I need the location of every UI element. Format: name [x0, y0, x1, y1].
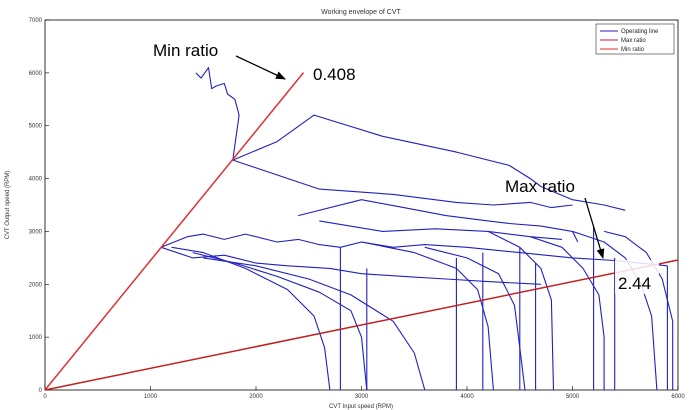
y-tick-label: 2000: [29, 282, 43, 288]
x-tick-label: 0: [43, 394, 47, 400]
legend-label-min-ratio: Min ratio: [621, 47, 645, 53]
y-tick-label: 1000: [29, 335, 43, 341]
x-axis-label: CVT Input speed (RPM): [329, 404, 393, 410]
series-group: [44, 67, 679, 391]
series-max-ratio-line: [44, 259, 679, 391]
annotation-max-ratio-value-bg: [615, 260, 659, 294]
y-ticks: 0 1000 2000 3000 4000 5000 6000 7000: [29, 18, 49, 394]
x-tick-label: 1000: [144, 394, 158, 400]
series-operating-line-segment: [424, 246, 526, 391]
annotations: Min ratio 0.408 Max ratio 2.44: [153, 41, 659, 294]
y-tick-label: 4000: [29, 177, 43, 183]
y-tick-label: 6000: [29, 71, 43, 77]
y-tick-label: 3000: [29, 229, 43, 235]
y-tick-label: 0: [39, 388, 43, 394]
series-min-ratio-line: [44, 72, 305, 391]
annotation-min-ratio-value: 0.408: [313, 65, 356, 84]
series-operating-line-segment: [171, 246, 331, 391]
series-operating-line-segment: [487, 230, 555, 391]
arrow-max-ratio: [584, 197, 605, 259]
series-operating-line-segment: [195, 67, 626, 211]
series-operating-line-segment: [361, 241, 494, 391]
y-tick-label: 7000: [29, 18, 43, 24]
chart-title: Working envelope of CVT: [321, 9, 401, 16]
series-operating-line-segment: [319, 220, 563, 240]
legend-label-max-ratio: Max ratio: [621, 38, 646, 44]
x-tick-label: 2000: [249, 394, 263, 400]
series-operating-line-segment: [298, 199, 579, 243]
y-axis-label: CVT Output speed (RPM): [5, 171, 11, 240]
series-operating-line-segment: [203, 257, 426, 391]
series-operating-line-segment: [232, 159, 573, 209]
annotation-min-ratio: Min ratio: [153, 41, 218, 60]
legend: Operating line Max ratio Min ratio: [595, 23, 675, 55]
y-tick-label: 5000: [29, 124, 43, 130]
series-operating-line-segment: [530, 236, 605, 390]
x-ticks: 0 1000 2000 3000 4000 5000 6000: [43, 386, 685, 400]
plot-area: [44, 19, 679, 391]
x-tick-label: 3000: [355, 394, 369, 400]
legend-label-operating-line: Operating line: [621, 29, 659, 35]
x-tick-label: 6000: [671, 394, 685, 400]
x-tick-label: 5000: [566, 394, 580, 400]
annotation-max-ratio: Max ratio: [505, 177, 575, 196]
arrow-min-ratio: [235, 55, 286, 80]
annotation-max-ratio-value: 2.44: [618, 274, 651, 293]
x-tick-label: 4000: [460, 394, 474, 400]
